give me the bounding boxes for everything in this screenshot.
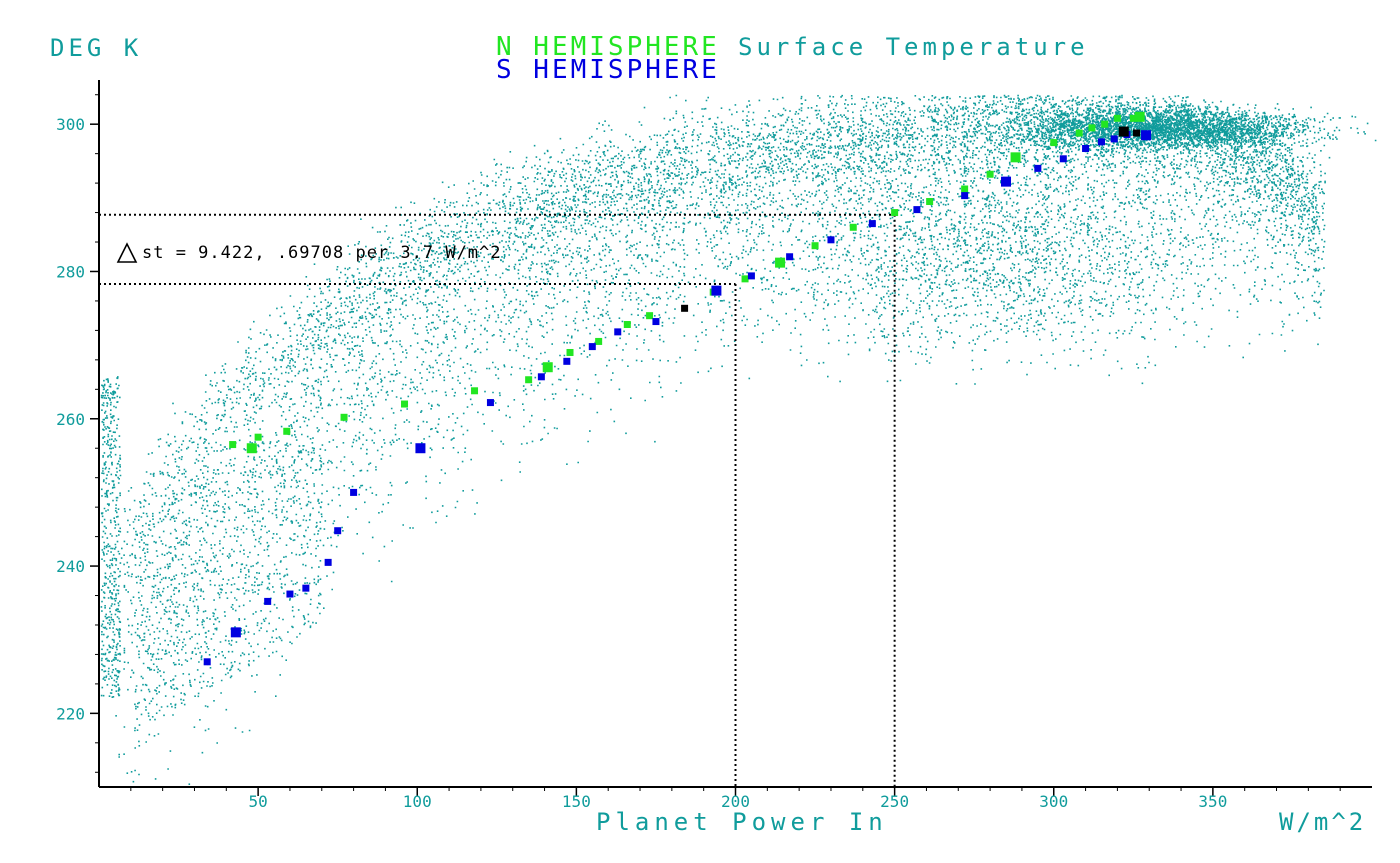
- y-axis-label: DEG K: [50, 34, 142, 62]
- north-hemisphere-point: [525, 376, 533, 384]
- south-hemisphere-point: [563, 357, 571, 365]
- x-tick-label: 50: [248, 792, 267, 811]
- south-hemisphere-point: [324, 558, 332, 566]
- north-hemisphere-point: [1129, 114, 1137, 122]
- south-hemisphere-point: [588, 343, 596, 351]
- x-ticks: 50 100 150 200 250 300 350: [130, 787, 1341, 811]
- north-hemisphere-point: [891, 209, 899, 217]
- north-hemisphere-point: [340, 413, 348, 421]
- south-hemisphere-point: [614, 328, 622, 336]
- south-hemisphere-point: [286, 590, 294, 598]
- y-ticks: 220 240 260 280 300: [56, 94, 99, 773]
- north-hemisphere-point: [849, 223, 857, 231]
- north-hemisphere-point: [961, 185, 969, 193]
- temperature-scatter-cloud: [100, 94, 1377, 785]
- north-hemisphere-point: [646, 312, 654, 320]
- y-tick-label: 300: [56, 115, 85, 134]
- overlap-point: [1118, 126, 1129, 137]
- south-hemisphere-point: [652, 318, 660, 326]
- south-hemisphere-point: [415, 443, 426, 454]
- north-hemisphere-point: [471, 387, 479, 395]
- north-hemisphere-point: [1113, 114, 1121, 122]
- south-hemisphere-point: [961, 192, 969, 200]
- north-hemisphere-point: [1010, 152, 1021, 163]
- overlap-point: [1132, 129, 1140, 137]
- south-hemisphere-point: [537, 373, 545, 381]
- y-tick-label: 280: [56, 262, 85, 281]
- south-hemisphere-point: [486, 399, 494, 407]
- south-hemisphere-point: [913, 206, 921, 214]
- y-tick-label: 260: [56, 410, 85, 429]
- south-hemisphere-point: [786, 253, 794, 261]
- south-hemisphere-point: [747, 272, 755, 280]
- y-tick-label: 220: [56, 704, 85, 723]
- north-hemisphere-point: [741, 275, 749, 283]
- south-hemisphere-point: [1110, 135, 1118, 143]
- north-hemisphere-point: [246, 443, 257, 454]
- chart-title: Surface Temperature: [738, 33, 1089, 61]
- south-hemisphere-point: [868, 220, 876, 228]
- south-hemisphere-point: [264, 597, 272, 605]
- overlap-point: [681, 304, 689, 312]
- north-hemisphere-point: [566, 348, 574, 356]
- north-hemisphere-point: [926, 198, 934, 206]
- north-hemisphere-point: [595, 337, 603, 345]
- x-tick-label: 350: [1198, 792, 1227, 811]
- delta-annotation-text: st = 9.422, .69708 per 3.7 W/m^2: [142, 243, 502, 263]
- scatter-cloud-dots: [100, 94, 1377, 785]
- delta-annotation: st = 9.422, .69708 per 3.7 W/m^2: [116, 242, 502, 263]
- hemisphere-points: [203, 111, 1152, 666]
- south-hemisphere-point: [711, 285, 722, 296]
- north-hemisphere-point: [1050, 139, 1058, 147]
- north-hemisphere-point: [229, 441, 237, 449]
- north-hemisphere-point: [542, 362, 553, 373]
- title-south-hemisphere: S HEMISPHERE: [496, 55, 720, 85]
- north-hemisphere-point: [1075, 129, 1083, 137]
- north-hemisphere-point: [623, 321, 631, 329]
- south-hemisphere-point: [1141, 130, 1152, 141]
- delta-icon: [116, 242, 138, 263]
- south-hemisphere-point: [302, 584, 310, 592]
- x-axis-label: Planet Power In: [596, 808, 888, 836]
- south-hemisphere-point: [203, 658, 211, 666]
- reference-lines: [99, 213, 896, 787]
- north-hemisphere-point: [1088, 124, 1096, 132]
- south-hemisphere-point: [1097, 138, 1105, 146]
- x-tick-label: 100: [403, 792, 432, 811]
- north-hemisphere-point: [254, 433, 262, 441]
- north-hemisphere-point: [401, 400, 409, 408]
- south-hemisphere-point: [230, 627, 241, 638]
- x-axis-unit: W/m^2: [1279, 808, 1366, 836]
- north-hemisphere-point: [1101, 120, 1109, 128]
- y-tick-label: 240: [56, 557, 85, 576]
- south-hemisphere-point: [334, 527, 342, 535]
- north-hemisphere-point: [775, 257, 786, 268]
- north-hemisphere-point: [283, 427, 291, 435]
- south-hemisphere-point: [1034, 164, 1042, 172]
- north-hemisphere-point: [1134, 111, 1145, 122]
- south-hemisphere-point: [1082, 144, 1090, 152]
- north-hemisphere-point: [811, 242, 819, 250]
- south-hemisphere-point: [827, 236, 835, 244]
- x-tick-label: 300: [1039, 792, 1068, 811]
- x-tick-label: 250: [880, 792, 909, 811]
- south-hemisphere-point: [350, 488, 358, 496]
- north-hemisphere-point: [986, 170, 994, 178]
- south-hemisphere-point: [1001, 176, 1012, 187]
- south-hemisphere-point: [1059, 155, 1067, 163]
- x-tick-label: 200: [721, 792, 750, 811]
- x-tick-label: 150: [562, 792, 591, 811]
- title-north-hemisphere: N HEMISPHERE: [496, 32, 720, 62]
